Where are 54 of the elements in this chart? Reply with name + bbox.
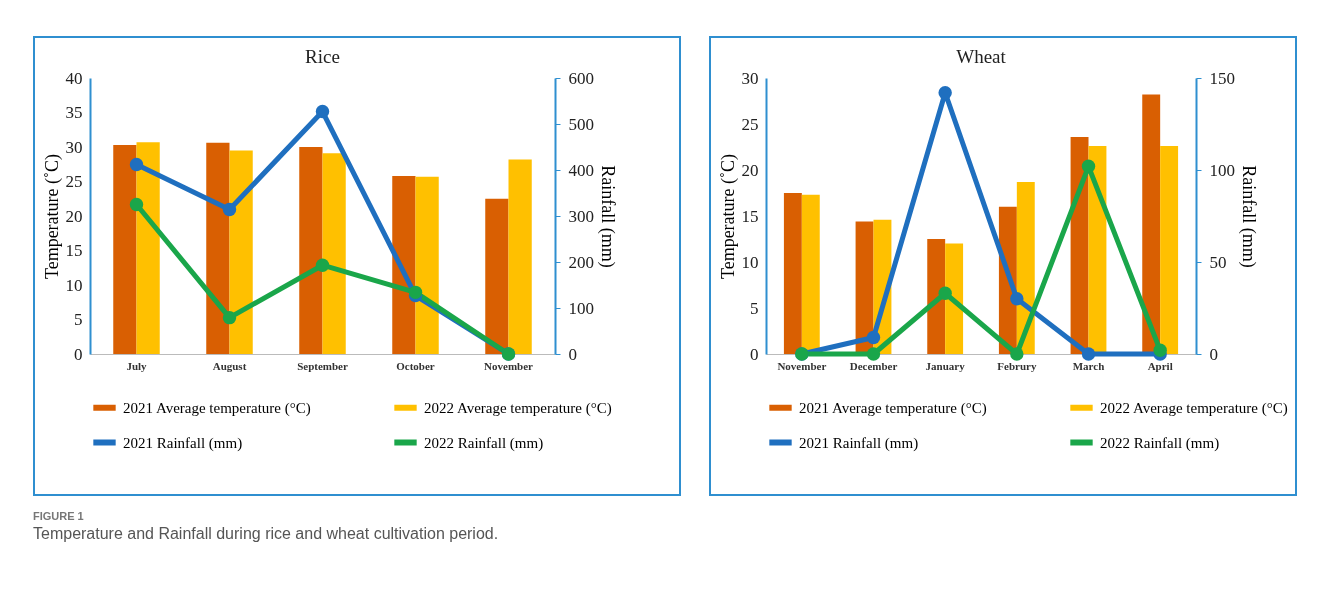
y-tick-label: 0 [750,344,759,364]
y2-tick-label: 150 [1209,68,1235,88]
legend-label: 2022 Average temperature (°C) [424,399,612,417]
legend-label: 2021 Average temperature (°C) [123,399,311,417]
y2-tick-label: 200 [568,252,594,272]
y-tick-label: 20 [741,160,759,180]
y-tick-label: 15 [741,206,759,226]
y-tick-label: 40 [65,68,83,88]
text: Temperature and Rainfall during rice and wheat cultivation period. [33,525,500,543]
x-tick-label: March [1072,359,1105,372]
y-tick-label: 30 [65,137,83,157]
y2-tick-label: 400 [568,160,594,180]
y2-tick-label: 50 [1209,252,1227,272]
y-tick-label: 25 [741,114,759,134]
legend-label: 2022 Rainfall (mm) [424,434,544,452]
legend-label: 2021 Rainfall (mm) [123,434,243,452]
x-tick-label: November [777,359,827,372]
y2-axis-title: Rainfall (mm) [1238,165,1259,268]
caption: FIGURE 1 [33,510,85,522]
x-tick-label: January [925,359,966,372]
x-tick-label: July [126,359,148,372]
y2-tick-label: 0 [1209,344,1218,364]
y-tick-label: 35 [65,103,83,122]
y-tick-label: 0 [74,344,83,364]
y-tick-label: 25 [65,172,83,191]
x-tick-label: September [297,359,348,372]
y-tick-label: 30 [741,68,759,88]
legend-label: 2022 Rainfall (mm) [1100,434,1220,452]
y2-tick-label: 600 [568,68,594,88]
x-tick-label: April [1147,359,1173,372]
legend-label: 2022 Average temperature (°C) [1100,399,1288,417]
y-tick-label: 5 [74,310,83,329]
y-axis-title: Temperature (˚C) [717,153,739,280]
y2-axis-title: Rainfall (mm) [597,165,618,268]
y2-tick-label: 100 [568,298,594,318]
legend-label: 2021 Rainfall (mm) [799,434,919,452]
y-tick-label: 15 [65,241,83,260]
y2-tick-label: 300 [568,206,594,226]
y2-tick-label: 100 [1209,160,1235,180]
y2-tick-label: 0 [568,344,577,364]
y-axis-title: Temperature (˚C) [41,153,63,280]
chart-title: Rice [305,46,340,67]
y-tick-label: 20 [65,206,83,226]
y-tick-label: 10 [741,252,759,272]
chart-title: Wheat [956,46,1007,67]
y-tick-label: 10 [65,275,83,295]
x-tick-label: November [484,359,534,372]
x-tick-label: Februry [997,359,1037,372]
y-tick-label: 5 [750,298,759,318]
y2-tick-label: 500 [568,114,594,134]
x-tick-label: October [396,359,435,372]
legend-label: 2021 Average temperature (°C) [799,399,987,417]
x-tick-label: December [849,359,898,372]
x-tick-label: August [212,359,247,372]
